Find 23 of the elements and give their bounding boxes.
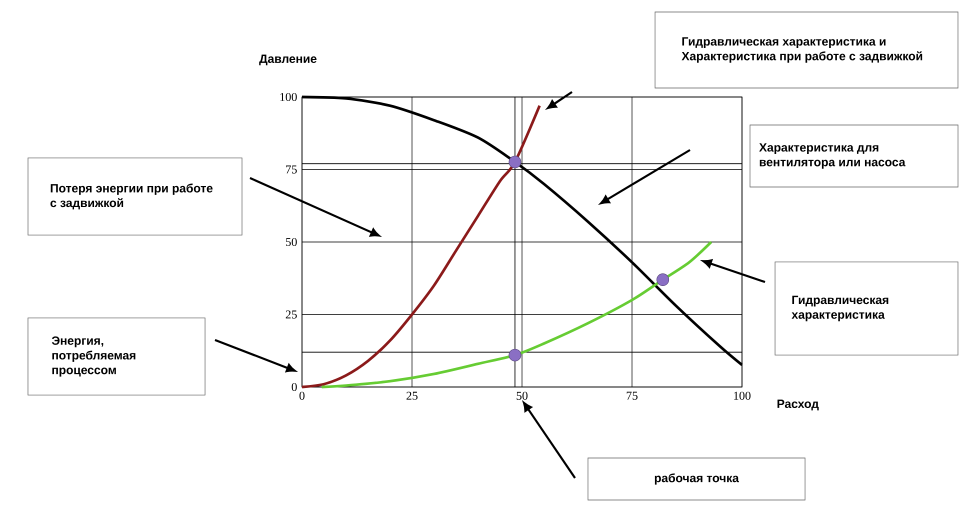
line-series [320, 240, 713, 388]
x-tick-label: 75 [626, 392, 638, 400]
point [508, 348, 522, 362]
y-tick-label: 75 [286, 166, 297, 174]
y-tick-label: 0 [292, 382, 297, 392]
y-tick-label: 25 [286, 310, 297, 319]
line-series [300, 104, 541, 388]
x-tick-label: 0 [299, 392, 305, 400]
x-tick-label: 25 [406, 392, 418, 400]
x-tick-label: 100 [734, 392, 751, 400]
x-tick-label: 50 [516, 392, 528, 400]
y-axis-title: Давление [259, 54, 317, 66]
y-tick-label: 100 [280, 92, 297, 102]
text: Характеристика для вентилятора или насоса [759, 143, 906, 169]
x-axis-title: Расход [778, 400, 819, 410]
text: рабочая точка [654, 473, 740, 485]
text: Гидравлическая характеристика и Характеристика при работе с задвижкой [682, 37, 922, 63]
text: Потеря энергии при работе с задвижкой [50, 184, 213, 210]
point [656, 273, 670, 286]
text: Энергия, потребляемая процессом [52, 336, 136, 377]
point [508, 156, 522, 168]
y-tick-label: 50 [286, 238, 297, 246]
text: Гидравлическая характеристика [792, 296, 888, 322]
